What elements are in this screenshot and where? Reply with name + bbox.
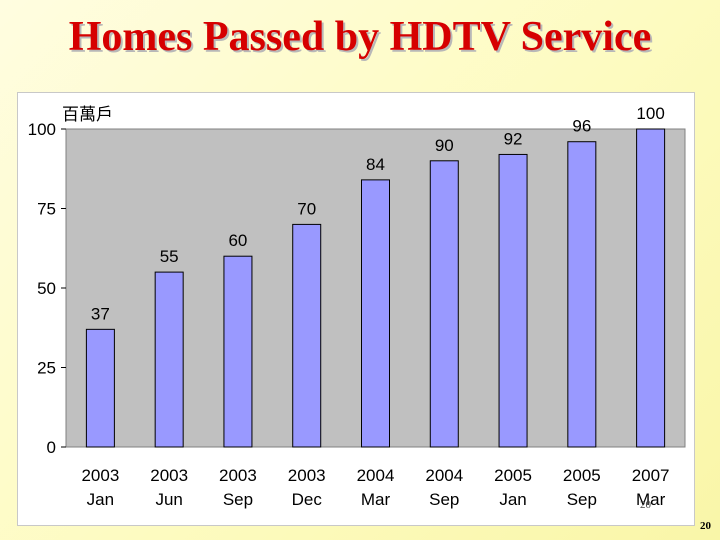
bar xyxy=(498,153,528,448)
y-tick-label: 50 xyxy=(37,279,56,298)
data-label: 55 xyxy=(160,247,179,266)
x-tick-label-month: Jun xyxy=(155,490,182,509)
x-tick-label-month: Sep xyxy=(567,490,597,509)
data-label: 37 xyxy=(91,304,110,323)
bar xyxy=(223,255,253,448)
bar xyxy=(361,179,390,448)
bar xyxy=(636,128,666,448)
x-tick-label-month: Mar xyxy=(636,490,666,509)
slide-title: Homes Passed by HDTV Service xyxy=(68,14,652,60)
data-label: 60 xyxy=(228,231,247,250)
chart-container: 0 25 50 75 100 百萬戶 37 2003 Jan 55 2003 Jun 60 2003 Sep… xyxy=(17,92,695,526)
bar xyxy=(85,328,115,448)
data-label: 84 xyxy=(366,155,385,174)
x-tick-label-year: 2004 xyxy=(425,466,463,485)
data-label: 100 xyxy=(636,104,664,123)
data-label: 90 xyxy=(435,136,454,155)
x-tick-label-year: 2003 xyxy=(81,466,119,485)
data-label: 92 xyxy=(504,129,523,148)
y-tick-label: 0 xyxy=(47,438,56,457)
bar xyxy=(429,160,459,448)
x-tick-label-month: Mar xyxy=(361,490,391,509)
data-label: 96 xyxy=(572,117,591,136)
x-tick-label-month: Jan xyxy=(499,490,526,509)
x-tick-label-year: 2003 xyxy=(288,466,326,485)
bar xyxy=(567,141,597,448)
x-tick-label-year: 2005 xyxy=(563,466,601,485)
x-tick-label-year: 2003 xyxy=(219,466,257,485)
y-tick-label: 25 xyxy=(37,359,56,378)
x-tick-label-month: Sep xyxy=(429,490,459,509)
x-tick-label-month: Jan xyxy=(87,490,114,509)
x-tick-label-year: 2004 xyxy=(357,466,395,485)
y-tick-label: 100 xyxy=(28,120,56,139)
chart-page-number: 20 xyxy=(640,499,651,511)
bar xyxy=(292,223,322,448)
y-tick-label: 75 xyxy=(37,200,56,219)
bar xyxy=(154,271,184,448)
x-tick-label-month: Dec xyxy=(292,490,323,509)
x-tick-label-year: 2003 xyxy=(150,466,188,485)
x-tick-label-year: 2007 xyxy=(632,466,670,485)
slide-page-number: 20 xyxy=(700,520,711,532)
x-tick-label-year: 2005 xyxy=(494,466,532,485)
y-axis-unit-label: 百萬戶 xyxy=(62,105,113,125)
bar-chart: 0 25 50 75 100 百萬戶 37 2003 Jan 55 2003 Jun 60 2003 Sep… xyxy=(28,104,686,509)
x-tick-label-month: Sep xyxy=(223,490,253,509)
data-label: 70 xyxy=(297,199,316,218)
